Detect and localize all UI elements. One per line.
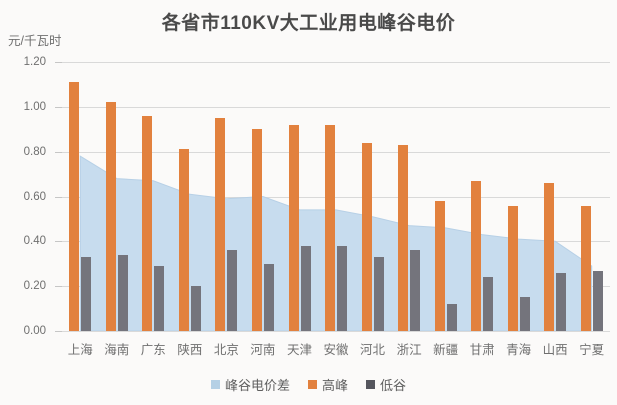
x-axis-category-label: 上海 [67,343,93,357]
valley-bar [300,245,311,331]
legend-item-valley: 低谷 [366,375,406,394]
peak-bar [69,82,80,331]
x-axis-category-label: 山西 [542,343,568,357]
legend-swatch-peak [307,380,317,389]
y-axis-tick-label: 1.00 [23,100,46,113]
x-axis-category-label: 陕西 [177,343,203,357]
x-axis-category-label: 天津 [286,343,312,357]
y-axis-tick-label: 0.00 [23,325,46,337]
peak-bar [471,180,482,331]
x-axis-category-label: 宁夏 [579,343,605,357]
gridline [62,196,610,198]
valley-bar [263,263,274,331]
y-tick-mark [55,196,62,198]
legend-label-price-diff: 峰谷电价差 [224,378,290,393]
valley-bar [81,257,92,331]
y-axis-tick-label: 0.60 [23,190,46,203]
peak-bar [325,124,335,331]
y-axis-tick-label: 0.40 [23,235,46,248]
valley-bar [592,270,603,331]
x-axis-category-label: 青海 [506,343,532,357]
valley-bar [337,245,347,331]
y-axis-tick-label: 0.20 [23,280,46,293]
x-axis-category-label: 河南 [250,343,276,357]
valley-bar [227,250,238,331]
peak-bar [507,205,518,331]
valley-bar [410,250,421,331]
valley-bar [519,297,530,331]
gridline [62,151,610,153]
legend-item-peak: 高峰 [307,375,348,394]
valley-bar [190,286,201,331]
y-tick-mark [55,62,62,63]
peak-bar [105,102,116,331]
x-axis-category-label: 浙江 [396,343,422,357]
gridline [62,62,610,63]
valley-bar [556,272,567,331]
peak-bar [142,115,153,331]
x-axis-category-label: 安徽 [323,343,349,357]
y-axis-unit-label: 元/千瓦时 [8,34,62,48]
valley-bar [373,257,384,331]
legend-label-peak: 高峰 [321,378,348,393]
chart-title: 各省市110KV大工业用电峰谷电价 [161,13,456,34]
gridline [62,106,610,108]
peak-bar [434,201,445,331]
y-tick-mark [55,151,62,153]
legend-label-valley: 低谷 [380,378,407,393]
peak-bar [361,142,372,331]
y-tick-mark [55,106,62,108]
y-tick-mark [55,241,62,243]
legend-swatch-valley [366,380,375,389]
y-axis-tick-labels: 1.20 1.00 0.80 0.60 0.40 0.20 0.00 [0,56,54,337]
valley-bar [117,254,128,331]
y-tick-mark [55,286,62,288]
peak-bar [178,149,189,331]
y-axis-tick-label: 1.20 [23,56,46,68]
x-axis-category-labels: 上海 海南 广东 陕西 北京 河南 天津 安徽 河北 浙江 新疆 甘肃 青海 山西 宁夏 [62,339,610,357]
x-axis-category-label: 海南 [104,343,130,357]
legend-item-price-diff: 峰谷电价差 [210,375,290,394]
y-axis-tick-label: 0.80 [23,145,46,158]
x-axis-category-label: 广东 [140,343,166,357]
x-axis-category-label: 甘肃 [469,343,495,357]
peak-bar [398,144,409,331]
y-tick-mark [55,331,62,332]
chart-legend: 峰谷电价差 高峰 低谷 [0,375,617,394]
x-axis-category-label: 北京 [213,343,239,357]
x-axis-category-label: 新疆 [433,343,459,357]
valley-bar [483,277,494,331]
x-axis-category-label: 河北 [359,343,385,357]
gridline [62,331,610,332]
peak-bar [580,205,591,331]
plot-area [55,62,610,332]
peak-bar [288,124,299,331]
peak-bar [251,129,262,331]
peak-bar [544,183,555,331]
legend-swatch-price-diff [210,380,220,389]
peak-bar [215,118,226,331]
valley-bar [154,266,165,331]
valley-bar [446,304,457,331]
